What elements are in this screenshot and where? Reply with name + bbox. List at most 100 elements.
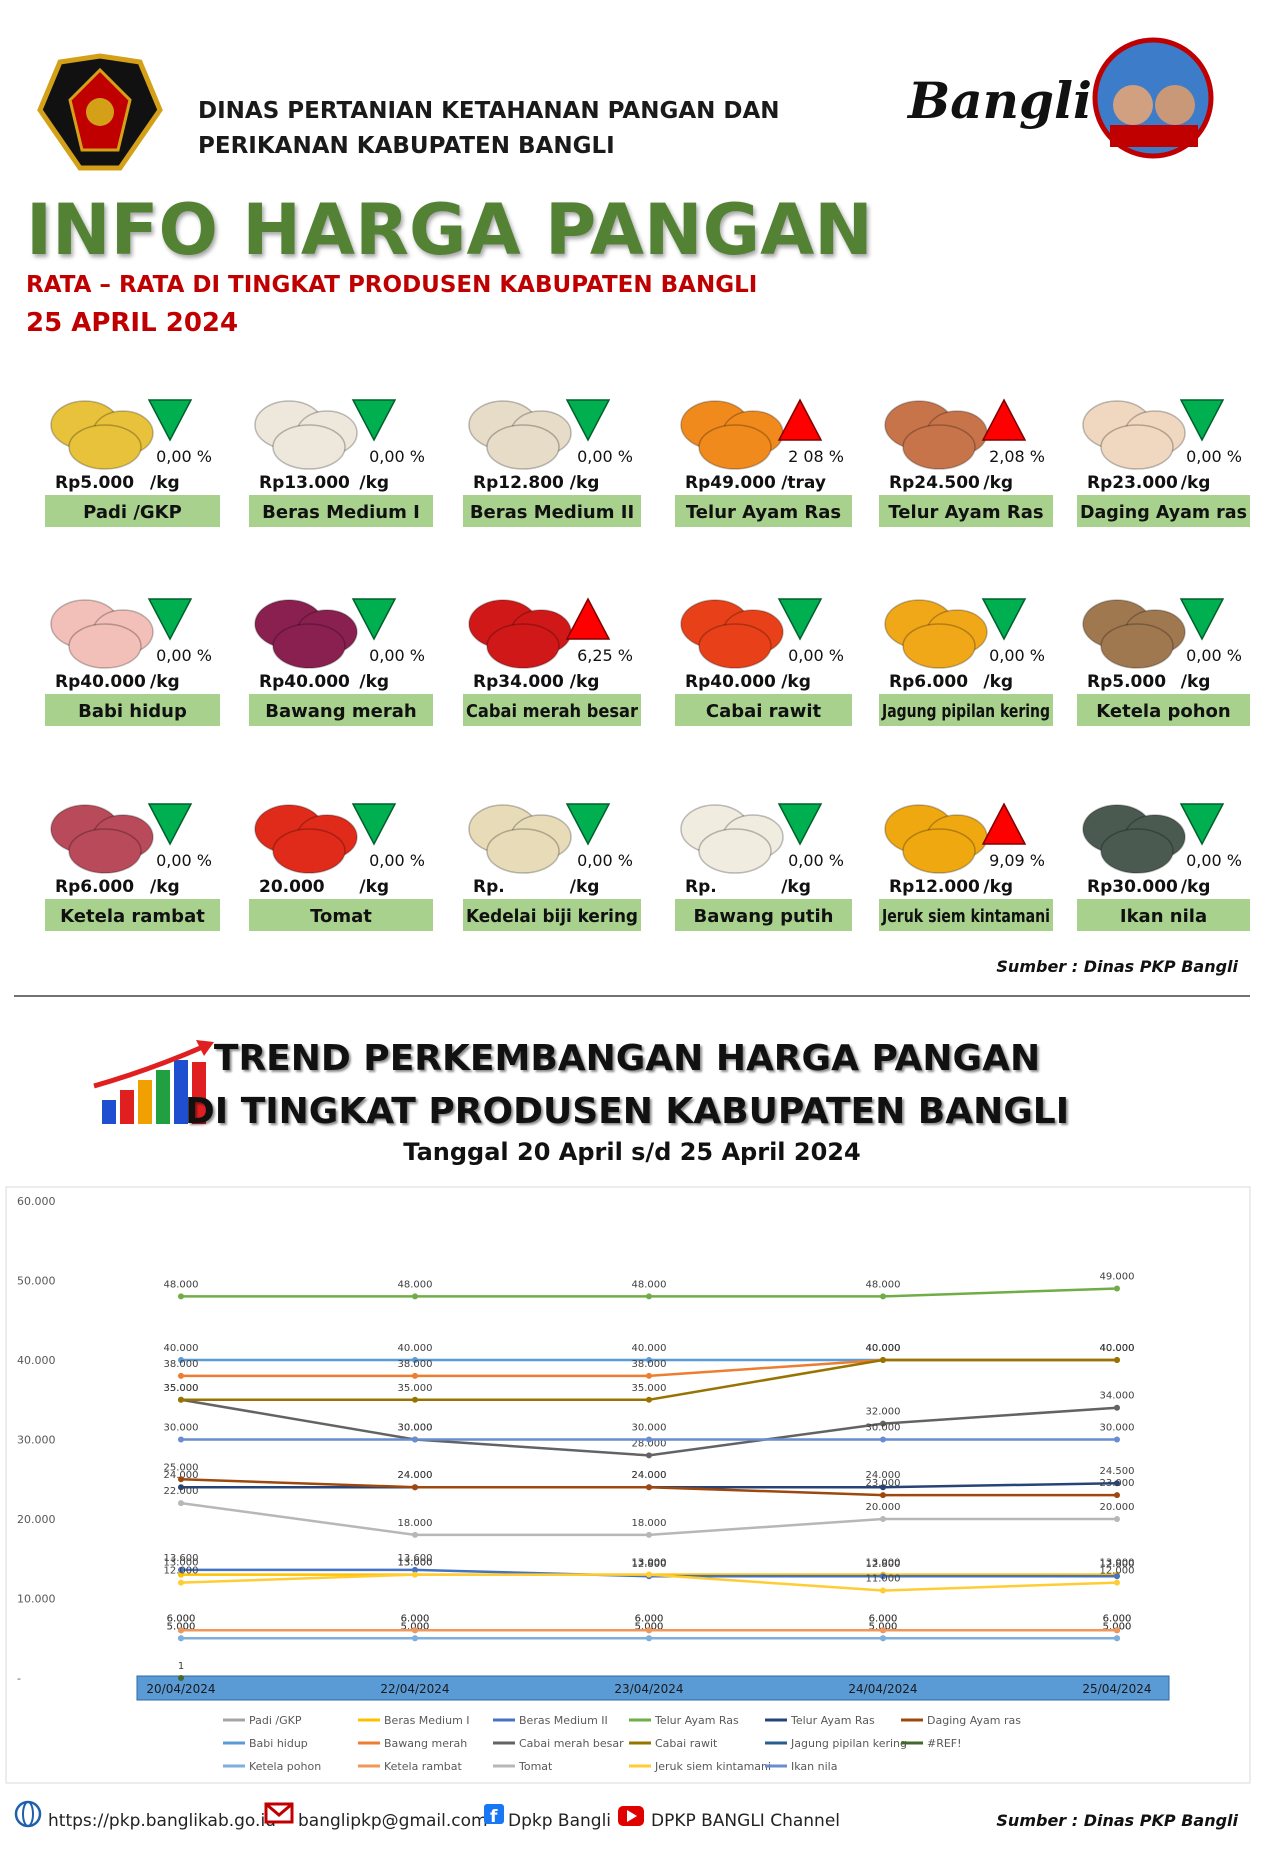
point: [646, 1357, 652, 1363]
svg-text:f: f: [490, 1807, 498, 1827]
photo-shape: [698, 424, 772, 470]
value-label: 40.000: [1100, 1343, 1135, 1354]
price: Rp40.000: [55, 672, 146, 692]
trend-arrow: [777, 598, 823, 641]
card: 0,00 % Rp5.000/kg Padi /GKP: [45, 399, 220, 527]
change: 0,00 %: [1186, 646, 1242, 665]
name: Bawang putih: [694, 906, 834, 927]
photo-shape: [902, 623, 976, 669]
email: banglipkp@gmail.com: [298, 1811, 488, 1831]
value-label: 6.000: [401, 1613, 430, 1624]
product-photo: [1082, 804, 1186, 874]
facebook: Dpkp Bangli: [508, 1811, 611, 1831]
point: [1114, 1579, 1120, 1586]
change: 0,00 %: [577, 851, 633, 870]
legend-label: Ketela rambat: [384, 1760, 463, 1773]
price: Rp24.500: [889, 473, 980, 493]
value-label: 48.000: [632, 1279, 667, 1290]
main-title: INFO HARGA PANGAN: [26, 189, 873, 271]
product-photo: [468, 400, 572, 470]
name-box: [463, 495, 641, 527]
value-label: 5.000: [401, 1621, 430, 1632]
value-label: 40.000: [398, 1343, 433, 1354]
value-label: 12.000: [1100, 1566, 1135, 1577]
price: 20.000: [259, 877, 325, 897]
name-box: [45, 694, 220, 726]
value-label: 49.000: [1100, 1271, 1135, 1282]
x-tick-label: 22/04/2024: [380, 1682, 449, 1696]
value-label: 13.000: [632, 1558, 667, 1569]
value-label: 48.000: [398, 1279, 433, 1290]
product-photo: [254, 400, 358, 470]
y-tick-label: 50.000: [17, 1275, 56, 1288]
y-tick-label: -: [17, 1672, 21, 1685]
y-tick-label: 40.000: [17, 1354, 56, 1367]
point: [178, 1372, 184, 1379]
price: Rp.: [473, 877, 505, 897]
point: [880, 1293, 886, 1300]
name-box: [45, 899, 220, 931]
point: [178, 1436, 184, 1443]
value-label: 6.000: [635, 1613, 664, 1624]
card: 0,00 % Rp12.800/kg Beras Medium II: [463, 399, 641, 527]
value-label: 38.000: [398, 1359, 433, 1370]
point: [880, 1635, 886, 1642]
trend-arrow: [981, 802, 1027, 845]
card: 0,00 % Rp40.000/kg Babi hidup: [45, 598, 220, 726]
price: Rp23.000: [1087, 473, 1178, 493]
value-label: 24.500: [1100, 1466, 1135, 1477]
legend-label: Cabai rawit: [655, 1737, 718, 1750]
value-label: 35.000: [164, 1383, 199, 1394]
change: 0,00 %: [989, 646, 1045, 665]
value-label: 12.800: [866, 1559, 901, 1570]
card: 0,00 % Rp40.000/kg Bawang merah: [249, 598, 433, 726]
unit: /kg: [359, 672, 389, 692]
brand-logo: Bangli: [906, 37, 1214, 159]
point: [178, 1357, 184, 1363]
value-label: 13.000: [398, 1558, 433, 1569]
value-label: 5.000: [401, 1621, 430, 1632]
legend-label: Babi hidup: [249, 1737, 308, 1750]
value-label: 30.000: [164, 1423, 199, 1434]
name: Beras Medium I: [262, 502, 420, 523]
unit: /kg: [150, 672, 180, 692]
trend-title: DI TINGKAT PRODUSEN KABUPATEN BANGLI: [185, 1091, 1069, 1132]
point: [178, 1500, 184, 1507]
legend-label: #REF!: [927, 1737, 962, 1750]
name: Bawang merah: [265, 701, 416, 722]
legend-label: Ketela pohon: [249, 1760, 321, 1773]
value-label: 24.000: [398, 1470, 433, 1481]
value-label: 6.000: [167, 1613, 196, 1624]
unit: /kg: [359, 473, 389, 493]
price: Rp30.000: [1087, 877, 1178, 897]
x-axis-band: [136, 1675, 1170, 1701]
value-label: 13.600: [164, 1553, 199, 1564]
unit: /kg: [1181, 473, 1211, 493]
date: 25 APRIL 2024: [26, 308, 238, 338]
product-photo: [680, 804, 784, 874]
value-label: 28.000: [632, 1438, 667, 1449]
point: [412, 1357, 418, 1363]
point: [646, 1436, 652, 1443]
value-label: 40.000: [866, 1343, 901, 1354]
name-box: [1077, 694, 1250, 726]
value-label: 38.000: [632, 1359, 667, 1370]
value-label: 6.000: [1103, 1613, 1132, 1624]
value-label: 23.000: [1100, 1478, 1135, 1489]
name-box: [1077, 495, 1250, 527]
photo-shape: [902, 828, 976, 874]
photo-shape: [902, 424, 976, 470]
point: [178, 1674, 184, 1681]
card: 0,00 % Rp. /kg Bawang putih: [675, 803, 852, 931]
product-photo: [254, 804, 358, 874]
point: [1114, 1285, 1120, 1292]
value-label: 35.000: [398, 1383, 433, 1394]
point: [1114, 1436, 1120, 1443]
photo-shape: [272, 623, 346, 669]
source: Sumber : Dinas PKP Bangli: [996, 957, 1238, 976]
point: [646, 1293, 652, 1300]
product-photo: [50, 804, 154, 874]
value-label: 40.000: [632, 1343, 667, 1354]
point: [880, 1484, 886, 1491]
